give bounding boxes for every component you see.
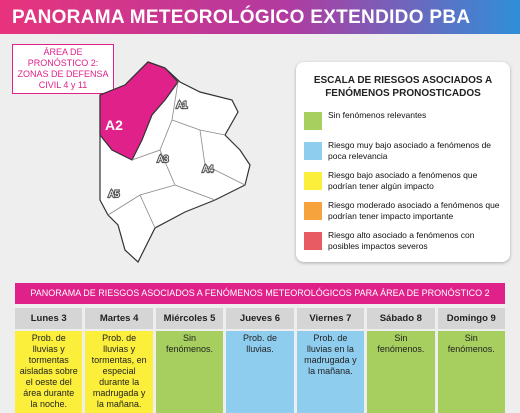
day-cell: Sin fenómenos. [155, 331, 224, 413]
legend-title: ESCALA DE RIESGOS ASOCIADOS A FENÓMENOS … [313, 75, 493, 99]
legend-swatch [304, 112, 322, 130]
legend-label: Riesgo bajo asociado a fenómenos que pod… [328, 170, 478, 191]
legend-swatch [304, 172, 322, 190]
legend-item: Sin fenómenos relevantes [304, 108, 504, 138]
legend-item: Riesgo moderado asociado a fenómenos que… [304, 198, 504, 228]
day-header: Viernes 7 [296, 308, 365, 329]
legend-item: Riesgo bajo asociado a fenómenos que pod… [304, 168, 504, 198]
region-borders [107, 81, 246, 229]
region-label: A4 [202, 164, 213, 174]
day-header: Domingo 9 [437, 308, 505, 329]
legend-swatch [304, 232, 322, 250]
day-cell: Sin fenómenos. [367, 331, 435, 413]
title: PANORAMA METEOROLÓGICO EXTENDIDO PBA [12, 7, 471, 28]
legend-label: Riesgo alto asociado a fenómenos con pos… [328, 230, 475, 251]
day-header: Lunes 3 [15, 308, 83, 329]
legend-label: Sin fenómenos relevantes [328, 110, 427, 120]
day-cell: Sin fenómenos. [437, 331, 505, 413]
legend-swatch [304, 202, 322, 220]
legend-item: Riesgo muy bajo asociado a fenómenos de … [304, 138, 504, 168]
legend-label: Riesgo moderado asociado a fenómenos que… [328, 200, 500, 221]
region-a2 [99, 61, 179, 161]
region-label: A1 [176, 100, 187, 110]
day-cell: Prob. de lluvias en la madrugada y la ma… [296, 331, 365, 413]
day-cell: Prob. de lluvias y tormentas aisladas so… [15, 331, 83, 413]
day-header: Jueves 6 [226, 308, 294, 329]
day-header: Miércoles 5 [155, 308, 224, 329]
table-title: PANORAMA DE RIESGOS ASOCIADOS A FENÓMENO… [15, 283, 505, 304]
map: A1 A2 A3 A4 A5 [99, 61, 251, 263]
legend-swatch [304, 142, 322, 160]
legend: ESCALA DE RIESGOS ASOCIADOS A FENÓMENOS … [296, 62, 510, 262]
region-label: A2 [105, 117, 123, 133]
region-label: A5 [108, 189, 119, 199]
day-cell: Prob. de lluvias y tormentas, en especia… [85, 331, 153, 413]
region-label: A3 [157, 154, 168, 164]
day-cell: Prob. de lluvias. [226, 331, 294, 413]
area-label: ÁREA DE PRONÓSTICO 2: ZONAS DE DEFENSA C… [12, 44, 114, 94]
legend-label: Riesgo muy bajo asociado a fenómenos de … [328, 140, 492, 161]
day-header: Sábado 8 [367, 308, 435, 329]
header: PANORAMA METEOROLÓGICO EXTENDIDO PBA [0, 0, 520, 34]
day-header: Martes 4 [85, 308, 153, 329]
legend-item: Riesgo alto asociado a fenómenos con pos… [304, 228, 504, 258]
